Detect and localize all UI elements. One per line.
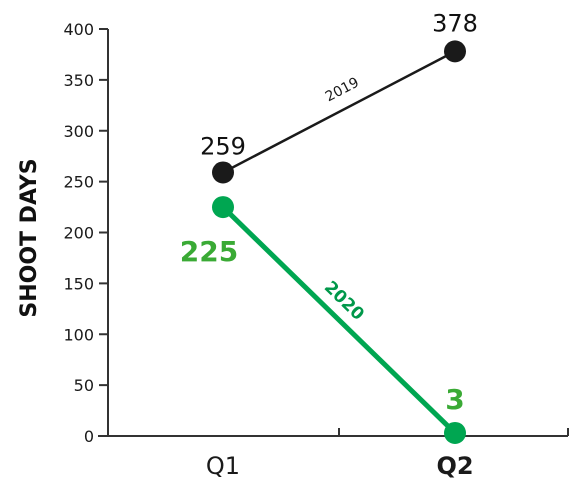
x-axis: Q1 Q2 (98, 428, 569, 480)
series-line (221, 205, 457, 435)
data-point (444, 40, 466, 63)
y-tick-label: 150 (63, 274, 94, 293)
series-layer: 2019 259 378 2020 225 3 (180, 9, 478, 444)
y-tick-label: 300 (63, 122, 94, 141)
y-tick-label: 250 (63, 173, 94, 192)
series-name-label: 2020 (320, 277, 368, 324)
y-tick-label: 400 (63, 20, 94, 39)
series-2019: 2019 259 378 (200, 9, 478, 184)
data-label: 259 (200, 132, 246, 160)
series-name-label: 2019 (323, 75, 362, 106)
y-tick-label: 200 (63, 224, 94, 243)
series-line (222, 50, 456, 174)
x-tick-label: Q1 (206, 452, 240, 480)
data-label: 3 (445, 383, 464, 416)
y-tick-label: 350 (63, 71, 94, 90)
y-axis-label: SHOOT DAYS (17, 158, 42, 317)
y-axis: 0 50 100 150 200 250 300 350 400 (63, 20, 109, 446)
data-point (212, 196, 234, 219)
y-tick-label: 100 (63, 325, 94, 344)
data-label: 225 (180, 235, 238, 268)
data-point (212, 161, 234, 184)
y-tick-label: 50 (74, 376, 94, 395)
x-ticks: Q1 Q2 (107, 428, 569, 480)
y-tick-label: 0 (84, 427, 94, 446)
x-tick-label: Q2 (436, 452, 473, 480)
y-ticks: 0 50 100 150 200 250 300 350 400 (63, 20, 108, 446)
series-2020: 2020 225 3 (180, 196, 466, 444)
data-label: 378 (432, 9, 478, 37)
data-point (444, 421, 466, 444)
